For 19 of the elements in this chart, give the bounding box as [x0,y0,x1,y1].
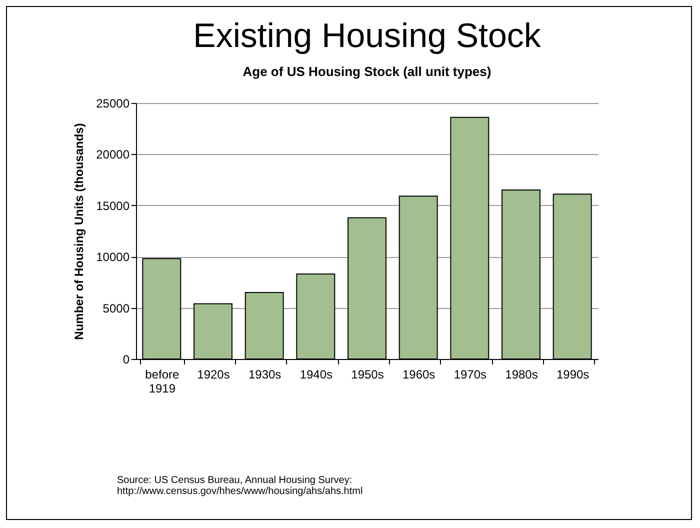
x-tick-label: 1930s [248,368,282,382]
x-tick-label: 1940s [300,368,333,382]
x-tick-label: before 1919 [145,368,180,396]
y-tick-label: 15000 [96,198,130,213]
x-tick-label: 1990s [556,368,590,382]
y-tick-label: 0 [122,352,130,366]
x-tick-label: 1970s [454,368,487,382]
y-tick-label: 25000 [96,96,130,110]
y-tick-label: 10000 [96,250,130,264]
x-tick-label: 1920s [197,368,230,382]
source-note: Source: US Census Bureau, Annual Housing Survey: http://www.census.gov/hhes/www/housing/ahs/ahs.html [117,475,364,497]
y-axis-title: Number of Housing Units (thousands) [72,123,86,340]
chart-title: Existing Housing Stock [193,17,542,55]
y-tick-label: 5000 [102,301,130,316]
y-tick-label: 20000 [96,148,130,162]
x-tick-label: 1980s [505,368,538,382]
x-tick-label: 1950s [351,368,384,382]
x-tick-label: 1960s [402,368,436,382]
chart-subtitle: Age of US Housing Stock (all unit types) [242,64,492,79]
